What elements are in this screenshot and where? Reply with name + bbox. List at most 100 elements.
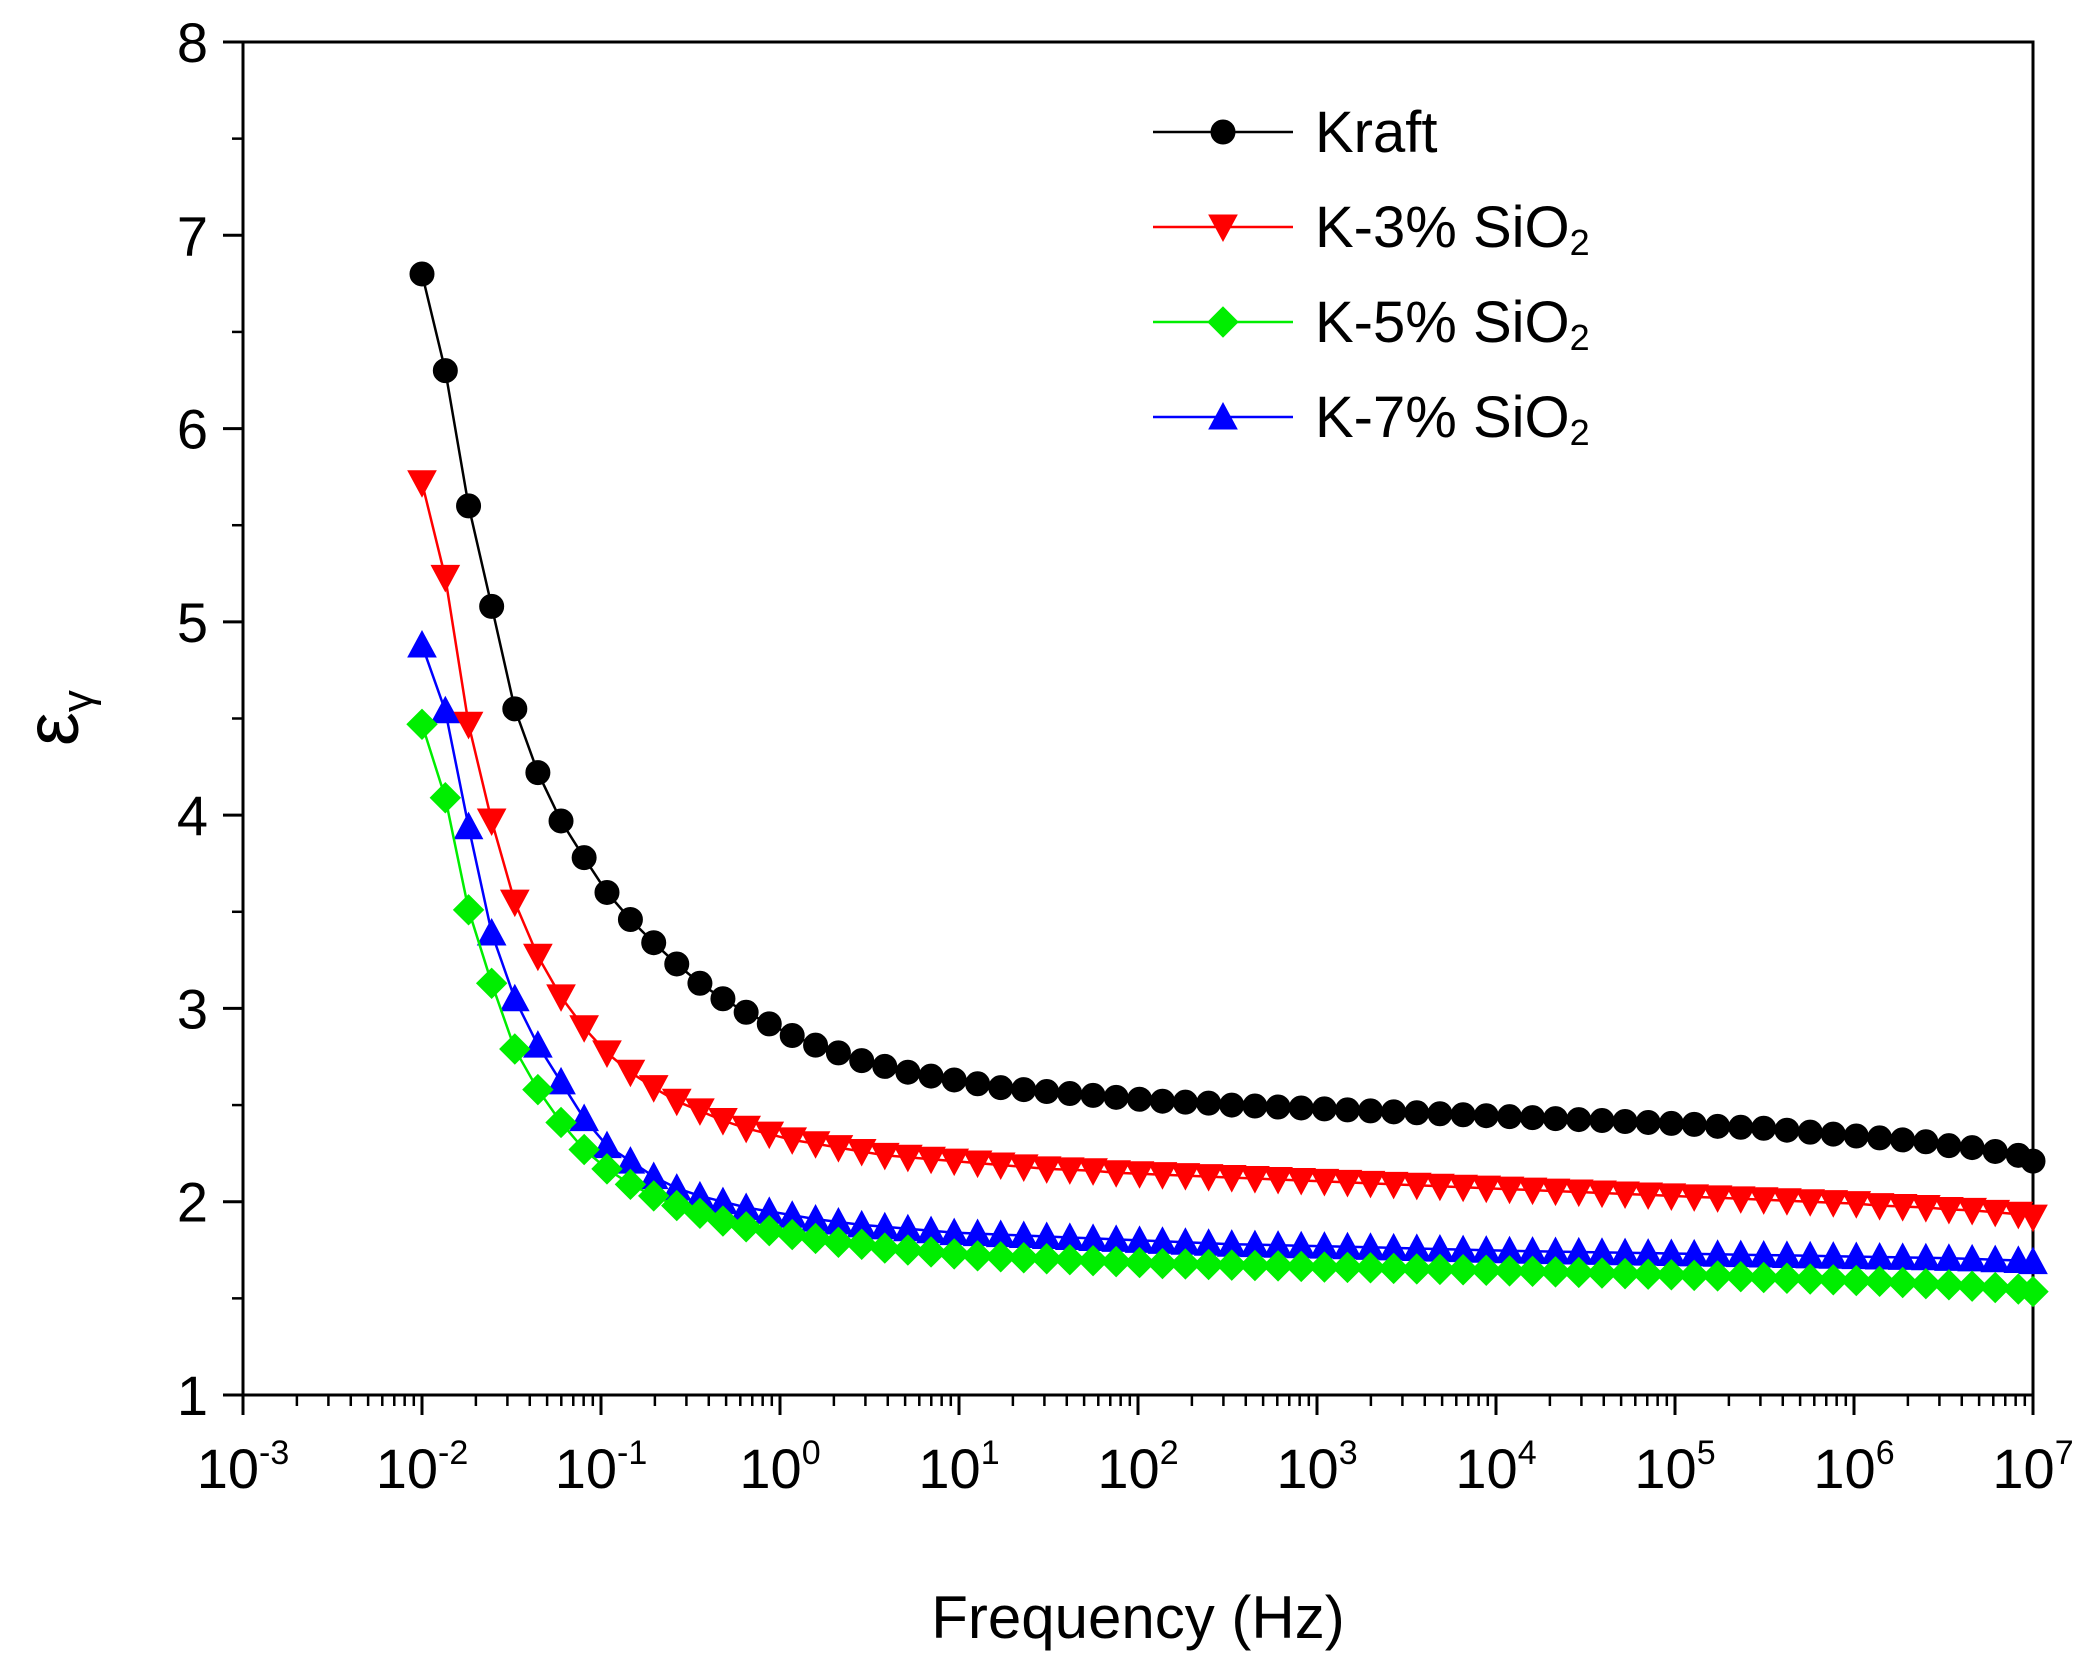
data-point xyxy=(707,1205,739,1237)
data-point xyxy=(687,970,713,996)
data-point xyxy=(1610,1181,1640,1210)
data-point xyxy=(1681,1111,1707,1137)
data-point xyxy=(1517,1177,1548,1206)
data-point xyxy=(1795,1189,1826,1217)
data-point xyxy=(456,493,482,519)
data-point xyxy=(1172,1089,1198,1115)
data-point xyxy=(822,1226,855,1259)
data-point xyxy=(1633,1182,1663,1211)
series-layer xyxy=(406,261,2049,1308)
data-point xyxy=(548,808,574,834)
y-tick-label: 6 xyxy=(177,398,208,461)
data-point xyxy=(661,1189,693,1222)
data-point xyxy=(1913,1129,1939,1155)
data-point xyxy=(1751,1115,1777,1141)
data-point xyxy=(708,1108,738,1136)
data-point xyxy=(1586,1257,1618,1289)
data-point xyxy=(1470,1254,1502,1287)
data-point xyxy=(545,1106,577,1139)
data-point xyxy=(845,1228,878,1260)
legend: Kraft K-3% SiO2 K-5% SiO2 K-7% SiO2 xyxy=(1153,100,1590,453)
data-point xyxy=(432,358,458,384)
data-point xyxy=(1077,1244,1109,1277)
data-point xyxy=(1980,1199,2011,1228)
x-tick-label: 101 xyxy=(918,1434,999,1500)
data-point xyxy=(1539,1256,1572,1288)
data-point xyxy=(1471,1175,1502,1204)
data-point xyxy=(1612,1109,1638,1135)
data-point xyxy=(1956,1270,1988,1302)
legend-label: K-7% SiO2 xyxy=(1315,385,1590,453)
svg-text:εγ: εγ xyxy=(10,690,102,746)
data-point xyxy=(1911,1195,1941,1223)
data-point xyxy=(1867,1125,1893,1151)
data-point xyxy=(799,1222,832,1255)
data-point xyxy=(1286,1167,1317,1196)
data-point xyxy=(430,564,461,593)
data-point xyxy=(2018,1204,2048,1233)
data-point xyxy=(1771,1262,1803,1294)
data-point xyxy=(525,760,551,786)
data-point xyxy=(915,1236,947,1268)
data-point xyxy=(1146,1247,1179,1280)
data-point xyxy=(941,1067,967,1093)
data-point xyxy=(1308,1251,1341,1283)
legend-label: K-3% SiO2 xyxy=(1315,195,1590,263)
data-point xyxy=(779,1022,805,1048)
data-point xyxy=(1101,1160,1131,1188)
data-point xyxy=(591,1153,623,1185)
data-point xyxy=(962,1150,993,1179)
data-point xyxy=(2017,1275,2049,1308)
data-point xyxy=(1520,1105,1546,1131)
data-point xyxy=(803,1032,829,1058)
data-point xyxy=(1655,1259,1688,1291)
data-point xyxy=(938,1238,970,1270)
data-point xyxy=(499,889,530,918)
y-axis-title: εγ xyxy=(10,690,102,746)
data-point xyxy=(429,782,462,814)
data-point xyxy=(1843,1123,1869,1149)
data-point xyxy=(988,1075,1014,1101)
data-point xyxy=(1334,1097,1360,1123)
data-point xyxy=(1288,1095,1314,1121)
legend-marker xyxy=(1207,306,1239,338)
data-point xyxy=(1959,1135,1985,1161)
series-4 xyxy=(407,629,2048,1275)
data-point xyxy=(1934,1196,1964,1225)
legend-marker xyxy=(1210,119,1236,145)
data-point xyxy=(407,470,437,498)
data-point xyxy=(1450,1102,1476,1128)
data-point xyxy=(569,1103,599,1132)
y-axis-title-subscript: γ xyxy=(53,690,102,712)
data-point xyxy=(502,696,528,722)
data-point xyxy=(1448,1174,1478,1203)
x-tick-label: 10-2 xyxy=(376,1434,469,1500)
data-point xyxy=(1331,1251,1364,1284)
data-point xyxy=(1936,1133,1962,1159)
data-point xyxy=(872,1053,898,1079)
data-point xyxy=(1216,1165,1247,1193)
data-point xyxy=(1774,1117,1800,1143)
series-3 xyxy=(406,708,2049,1308)
data-point xyxy=(1285,1250,1317,1283)
data-point xyxy=(1192,1248,1225,1281)
data-point xyxy=(453,711,484,740)
data-point xyxy=(409,261,435,287)
data-point xyxy=(594,879,620,905)
data-point xyxy=(753,1215,785,1247)
data-point xyxy=(756,1011,782,1037)
data-point xyxy=(523,1030,553,1058)
data-point xyxy=(1377,1252,1410,1285)
y-tick-label: 1 xyxy=(177,1364,208,1427)
x-axis-title: Frequency (Hz) xyxy=(931,1584,1344,1651)
data-point xyxy=(1265,1094,1291,1120)
data-point xyxy=(1100,1245,1132,1278)
data-point xyxy=(823,1135,854,1163)
x-tick-label: 102 xyxy=(1097,1434,1178,1500)
data-point xyxy=(984,1241,1017,1273)
data-point xyxy=(1381,1099,1407,1125)
data-point xyxy=(1216,1249,1248,1281)
x-tick-label: 10-1 xyxy=(555,1434,648,1500)
data-point xyxy=(1493,1255,1526,1287)
series-line xyxy=(420,273,2034,1163)
